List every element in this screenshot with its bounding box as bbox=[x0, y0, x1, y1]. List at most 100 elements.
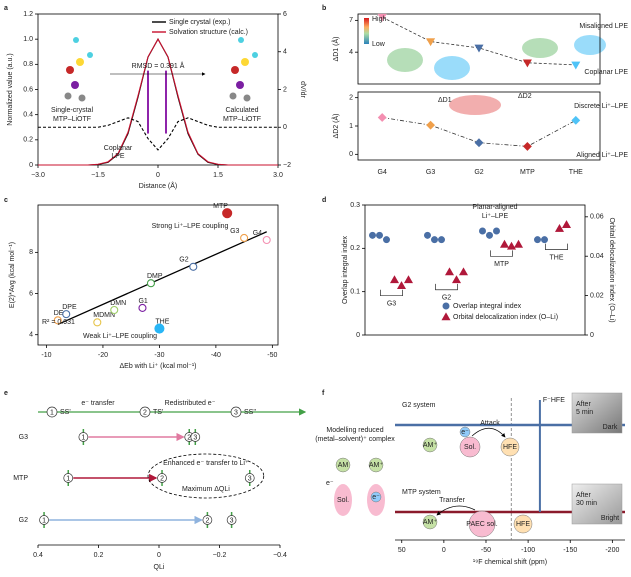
point bbox=[571, 115, 581, 125]
y-tick-label: 0.3 bbox=[350, 202, 360, 209]
y-tick-label: 2 bbox=[349, 95, 353, 102]
y-axis-label: ΔD2 (Å) bbox=[331, 114, 340, 139]
point bbox=[474, 44, 484, 53]
species-label: AM bbox=[338, 462, 349, 469]
annotation: Single-crystal bbox=[51, 107, 93, 114]
state-number: 1 bbox=[50, 409, 54, 416]
state-number: 3 bbox=[234, 409, 238, 416]
y-tick-label: 1 bbox=[349, 123, 353, 130]
plot-frame bbox=[357, 13, 601, 85]
y-tick-label: 0.06 bbox=[590, 214, 604, 221]
point bbox=[403, 275, 414, 284]
species-label: AM⁺ bbox=[369, 462, 384, 469]
y-tick-label: 0 bbox=[590, 332, 594, 339]
point bbox=[389, 275, 400, 284]
species bbox=[370, 491, 382, 503]
x-axis-label: ΔEb with Li⁺ (kcal mol⁻¹) bbox=[119, 363, 196, 370]
species bbox=[422, 437, 438, 453]
species-label: AM⁺ bbox=[423, 519, 438, 526]
point bbox=[554, 224, 565, 232]
y-axis-label: Normalized value (a.u.) bbox=[7, 53, 14, 125]
y2-axis-label: Orbital delocalization index (O–Li) bbox=[608, 217, 615, 322]
x-tick-label: 0 bbox=[157, 552, 161, 559]
x-axis-label: Distance (Å) bbox=[139, 181, 178, 190]
point bbox=[138, 303, 147, 312]
state-point bbox=[202, 515, 213, 525]
species-label: Sol. bbox=[464, 444, 476, 451]
point bbox=[486, 231, 493, 239]
state-number: 3 bbox=[193, 434, 197, 441]
state-badge bbox=[139, 406, 151, 418]
point bbox=[522, 59, 532, 68]
plot-frame bbox=[37, 13, 279, 166]
species bbox=[459, 436, 481, 458]
series-line bbox=[38, 117, 278, 151]
group-label: G3 bbox=[387, 301, 396, 308]
system-label: MTP system bbox=[402, 489, 441, 496]
x-tick-label: -20 bbox=[98, 352, 108, 359]
annotation: Calculated bbox=[225, 107, 258, 114]
photo-label: Bright bbox=[601, 515, 619, 522]
step-label: Transfer bbox=[439, 497, 465, 504]
annotation: Enhanced e⁻ transfer to Li⁺ bbox=[163, 460, 249, 467]
plot-frame bbox=[364, 204, 586, 336]
point bbox=[222, 208, 233, 219]
y-tick-label: −2 bbox=[283, 162, 291, 169]
x-tick-label: −1.5 bbox=[91, 172, 105, 179]
species bbox=[500, 437, 520, 457]
legend-label: Orbital delocalization index (O–Li) bbox=[453, 314, 558, 321]
y-tick-label: 0 bbox=[29, 162, 33, 169]
point-label: G4 bbox=[253, 230, 262, 237]
x-tick-label: -50 bbox=[267, 352, 277, 359]
x-tick-label: 50 bbox=[398, 547, 406, 554]
point bbox=[396, 281, 407, 290]
point bbox=[571, 61, 581, 70]
species-label: HFE bbox=[516, 521, 530, 528]
point bbox=[377, 13, 387, 22]
point bbox=[62, 310, 71, 319]
state-point bbox=[226, 515, 237, 525]
y-tick-label: 6 bbox=[283, 11, 287, 18]
state-name: TS' bbox=[153, 409, 163, 416]
group-label: THE bbox=[550, 255, 564, 262]
annotation: Coplanar bbox=[104, 145, 133, 152]
point bbox=[561, 220, 572, 228]
legend-label: Solvation structure (calc.) bbox=[169, 29, 248, 36]
model-label: (metal–solvent)⁺ complex bbox=[315, 436, 395, 443]
x-tick-label: -200 bbox=[605, 547, 619, 554]
y-tick-label: 0.4 bbox=[23, 112, 33, 119]
x-tick-label: G3 bbox=[426, 169, 435, 176]
point-label: DE bbox=[54, 310, 64, 317]
y-tick-label: 6 bbox=[29, 290, 33, 297]
step-arrow bbox=[436, 505, 476, 516]
point bbox=[442, 302, 450, 310]
bracket bbox=[545, 243, 568, 250]
annotation: LPE bbox=[111, 153, 125, 160]
point bbox=[426, 120, 436, 130]
y-tick-label: 1.2 bbox=[23, 11, 33, 18]
y-tick-label: 0.04 bbox=[590, 253, 604, 260]
state-label: Coplanar LPE bbox=[584, 69, 628, 76]
y-tick-label: 0.6 bbox=[23, 86, 33, 93]
legend-label: Overlap integral index bbox=[453, 303, 522, 310]
bracket bbox=[435, 283, 458, 291]
panel-label: c bbox=[4, 197, 8, 204]
state-point bbox=[39, 515, 49, 525]
point bbox=[189, 262, 198, 271]
point bbox=[262, 235, 271, 245]
state-number: 2 bbox=[143, 409, 147, 416]
point bbox=[513, 239, 524, 248]
series-line bbox=[38, 38, 278, 166]
point bbox=[93, 318, 102, 327]
molecule-right bbox=[229, 37, 258, 102]
point-label: DPE bbox=[62, 304, 77, 311]
colorbar bbox=[364, 18, 369, 44]
photo bbox=[571, 392, 623, 434]
inset-label: ΔD2 bbox=[518, 93, 532, 100]
group-label: MTP bbox=[494, 261, 509, 268]
point bbox=[431, 236, 438, 244]
point-label: G3 bbox=[230, 228, 239, 235]
species-label: e⁻ bbox=[372, 494, 380, 501]
species bbox=[468, 510, 496, 538]
